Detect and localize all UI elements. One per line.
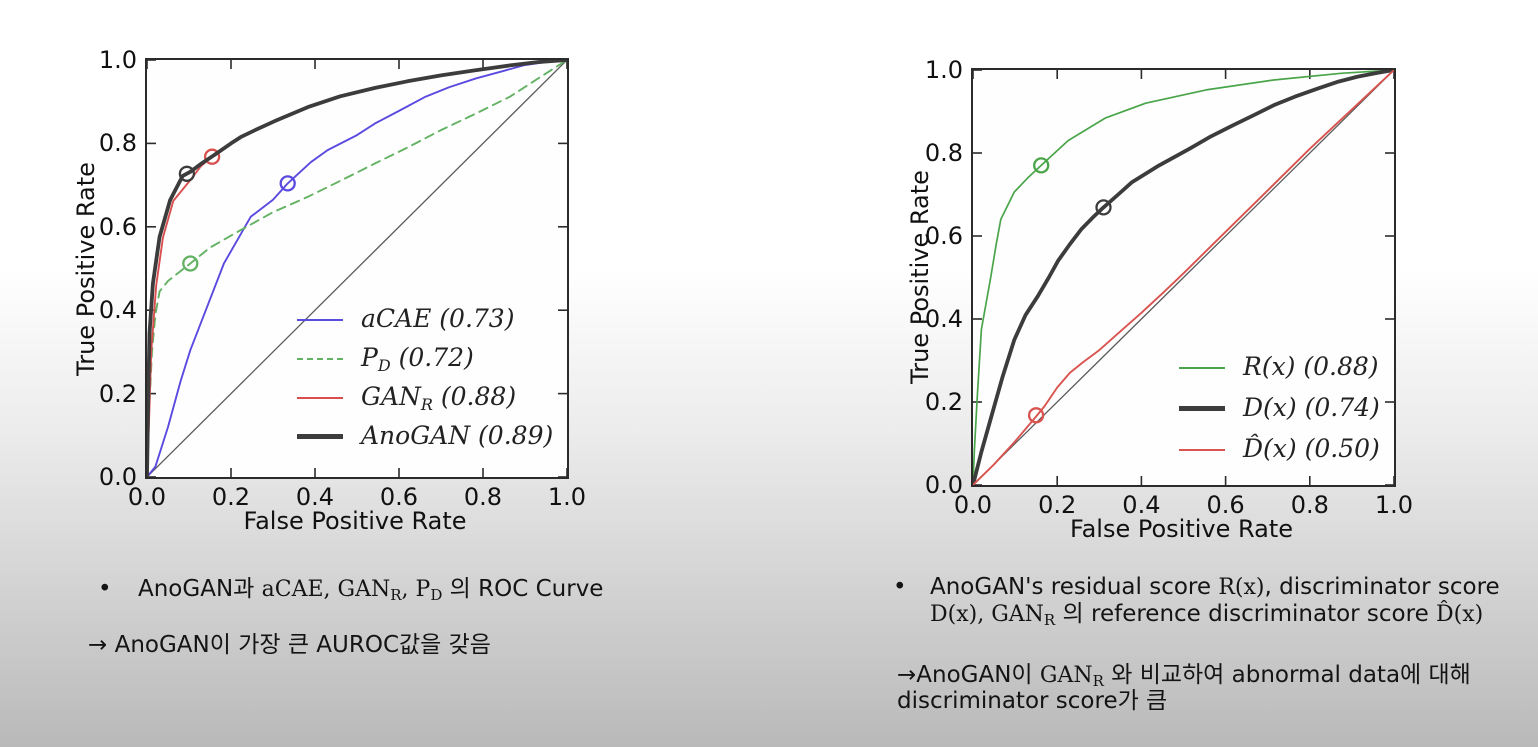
y-tick-label: 0.6: [924, 222, 963, 250]
caption-left-line1: AnoGAN과 aCAE, GANR, PD 의 ROC Curve: [138, 576, 604, 604]
y-tick-label: 0.2: [98, 379, 137, 408]
legend-entry-rx: R(x) (0.88): [1179, 351, 1380, 381]
legend-label: R(x) (0.88): [1243, 351, 1379, 381]
legend-line-swatch: [297, 396, 343, 399]
x-tick-label: 0.2: [211, 483, 251, 511]
legend-label: PD (0.72): [361, 342, 474, 375]
legend-entry-dx: D(x) (0.74): [1179, 392, 1380, 422]
x-tick-label: 0.0: [953, 491, 993, 519]
y-tick-label: 0.8: [98, 129, 137, 158]
legend-entry-acae: aCAE (0.73): [297, 303, 553, 333]
plot-area-right: R(x) (0.88) D(x) (0.74) D̂(x) (0.50) 0.0…: [925, 56, 1413, 519]
legend-entry-dhatx: D̂(x) (0.50): [1179, 433, 1380, 463]
operating-point-marker-Rx: [1033, 157, 1050, 174]
caption-right-line2: D(x), GANR 의 reference discriminator sco…: [930, 601, 1484, 629]
legend-line-swatch: [1179, 366, 1225, 369]
y-tick-label: 0.0: [924, 471, 963, 499]
x-tick-label: 0.0: [127, 483, 167, 511]
y-tick-label: 1.0: [924, 56, 963, 84]
roc-curve-aCAE: [147, 60, 567, 477]
caption-right-line1: AnoGAN's residual score R(x), discrimina…: [930, 574, 1500, 600]
y-tick-label: 0.2: [924, 388, 963, 416]
legend-line-swatch: [297, 434, 343, 439]
caption-right-conclusion-line1: →AnoGAN이 GANR 와 비교하여 abnormal data에 대해: [897, 662, 1471, 690]
legend-right: R(x) (0.88) D(x) (0.74) D̂(x) (0.50): [1179, 351, 1380, 477]
legend-left: aCAE (0.73) PD (0.72) GANR (0.88) AnoGAN…: [297, 303, 554, 462]
operating-point-marker-aCAE: [279, 175, 296, 192]
operating-point-marker-AnoGAN: [178, 165, 196, 182]
caption-right-conclusion-line2: discriminator score가 큼: [897, 688, 1168, 714]
x-tick-label: 0.4: [1122, 491, 1161, 519]
x-tick-label: 1.0: [1374, 491, 1414, 519]
bullet-marker: •: [98, 576, 112, 602]
bullet-marker: •: [893, 574, 907, 600]
legend-entry-ganr: GANR (0.88): [297, 381, 553, 414]
caption-left-conclusion: → AnoGAN이 가장 큰 AUROC값을 갖음: [88, 632, 491, 658]
y-tick-label: 0.8: [924, 139, 963, 167]
legend-label: D(x) (0.74): [1243, 392, 1380, 422]
y-tick-label: 0.0: [98, 463, 137, 491]
x-tick-label: 0.6: [1206, 491, 1245, 519]
operating-point-marker-PD: [182, 255, 199, 272]
plot-area-left: aCAE (0.73) PD (0.72) GANR (0.88) AnoGAN…: [99, 46, 586, 511]
roc-curve-PD: [147, 60, 567, 477]
x-tick-label: 0.6: [379, 483, 419, 511]
y-tick-label: 0.4: [98, 296, 137, 325]
roc-chart-right: [973, 70, 1394, 485]
x-axis-label-left: False Positive Rate: [243, 507, 467, 535]
roc-curve-AnoGAN: [147, 60, 567, 477]
legend-line-swatch: [1179, 406, 1225, 411]
legend-label: D̂(x) (0.50): [1243, 433, 1380, 463]
legend-label: GANR (0.88): [361, 381, 517, 414]
operating-point-marker-GANR: [203, 148, 221, 165]
operating-point-marker-Dhatx: [1027, 407, 1045, 424]
legend-line-swatch: [297, 357, 343, 360]
x-tick-label: 0.8: [463, 483, 503, 511]
legend-label: aCAE (0.73): [361, 303, 515, 333]
x-tick-label: 0.2: [1038, 491, 1077, 519]
y-tick-label: 0.4: [924, 305, 963, 333]
legend-entry-pd: PD (0.72): [297, 342, 553, 375]
y-tick-label: 1.0: [98, 46, 137, 74]
legend-line-swatch: [297, 318, 343, 321]
x-tick-label: 0.8: [1290, 491, 1329, 519]
roc-chart-left: [147, 60, 567, 477]
roc-curve-Dx: [973, 70, 1394, 485]
diagonal-reference-line: [147, 60, 567, 477]
legend-line-swatch: [1179, 448, 1225, 451]
x-tick-label: 0.4: [295, 483, 335, 511]
legend-entry-anogan: AnoGAN (0.89): [297, 420, 554, 450]
legend-label: AnoGAN (0.89): [361, 420, 554, 450]
operating-point-marker-Dx: [1095, 199, 1112, 216]
y-axis-label-right: True Positive Rate: [906, 170, 934, 384]
y-tick-label: 0.6: [98, 212, 137, 241]
x-tick-label: 1.0: [547, 483, 587, 511]
x-axis-label-right: False Positive Rate: [1069, 515, 1294, 543]
roc-curve-Rx: [973, 70, 1394, 485]
y-axis-label-left: True Positive Rate: [72, 162, 100, 376]
